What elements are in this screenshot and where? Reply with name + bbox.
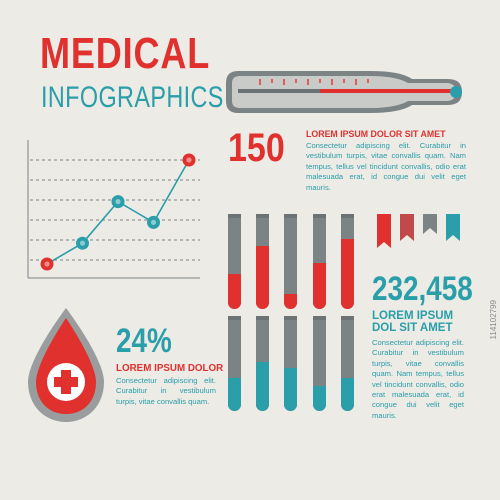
- blood-drop-icon: [28, 308, 104, 422]
- stat-24-text: Consectetur adipiscing elit. Curabitur i…: [116, 376, 216, 406]
- test-tube-top-4: [313, 214, 326, 309]
- test-tube-bottom-fill: [228, 378, 241, 411]
- stat-232458-heading: LOREM IPSUM DOL SIT AMET: [372, 310, 454, 335]
- test-tube-top-1: [228, 214, 241, 309]
- test-tube-top-fill: [341, 239, 354, 309]
- stat-150-heading: LOREM IPSUM DOLOR SIT AMET: [306, 129, 446, 139]
- test-tube-top-fill: [284, 294, 297, 309]
- test-tube-top-fill: [256, 246, 269, 309]
- page-title: MEDICAL: [40, 29, 211, 78]
- test-tube-bottom-fill: [284, 368, 297, 411]
- chart-point: [182, 153, 196, 167]
- page-subtitle: INFOGRAPHICS: [41, 81, 224, 114]
- test-tube-top-fill: [228, 274, 241, 309]
- chart-point: [40, 257, 54, 271]
- stat-150-value: 150: [228, 126, 285, 170]
- stock-id-watermark: 114102799: [489, 300, 498, 340]
- stat-24-heading: LOREM IPSUM DOLOR: [116, 363, 224, 374]
- test-tube-top-fill: [313, 263, 326, 309]
- stat-24-value: 24%: [116, 322, 172, 360]
- test-tube-top-3: [284, 214, 297, 309]
- test-tube-bottom-fill: [341, 378, 354, 411]
- chart-point: [76, 236, 89, 250]
- bookmark-ribbons: [377, 214, 460, 248]
- test-tube-bottom-2: [256, 316, 269, 411]
- test-tube-bottom-4: [313, 316, 326, 411]
- medical-cross-icon: [47, 363, 85, 401]
- chart-point: [111, 195, 125, 209]
- test-tube-bottom-3: [284, 316, 297, 411]
- test-tube-bottom-5: [341, 316, 354, 411]
- test-tube-top-2: [256, 214, 269, 309]
- line-chart: [27, 140, 200, 279]
- test-tube-bottom-1: [228, 316, 241, 411]
- test-tube-top-5: [341, 214, 354, 309]
- stat-232458-value: 232,458: [372, 270, 473, 308]
- test-tube-bottom-fill: [256, 362, 269, 411]
- test-tube-bottom-fill: [313, 386, 326, 411]
- thermometer-icon: [226, 71, 462, 113]
- stat-232458-text: Consectetur adipiscing elit. Curabitur i…: [372, 338, 464, 420]
- chart-point: [147, 215, 160, 229]
- stat-150-text: Consectetur adipiscing elit. Curabitur i…: [306, 141, 466, 192]
